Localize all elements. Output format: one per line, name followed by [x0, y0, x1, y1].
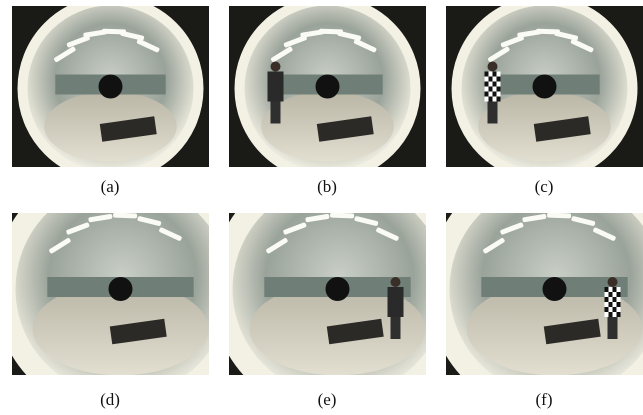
- checkerboard-square: [605, 297, 609, 302]
- checkerboard-square: [605, 287, 609, 292]
- checkerboard-square: [485, 92, 489, 97]
- photo: [435, 167, 643, 411]
- ceiling-light: [330, 213, 354, 219]
- camera-lens: [326, 277, 350, 301]
- checkerboard-square: [489, 97, 493, 102]
- caption: (c): [535, 177, 554, 196]
- photo: [1, 167, 245, 411]
- checkerboard-square: [497, 87, 501, 92]
- person-legs: [391, 317, 401, 339]
- checkerboard-square: [613, 287, 617, 292]
- checkerboard-square: [497, 97, 501, 102]
- ceiling-light: [547, 213, 571, 219]
- camera-lens: [109, 277, 133, 301]
- photo: [446, 0, 643, 181]
- person-head: [391, 277, 401, 287]
- checkerboard-square: [609, 292, 613, 297]
- checkerboard-square: [489, 87, 493, 92]
- camera-lens: [316, 75, 340, 99]
- caption: (a): [101, 177, 120, 196]
- photo: [229, 0, 426, 181]
- camera-lens: [543, 277, 567, 301]
- caption: (d): [100, 390, 120, 409]
- person-head: [488, 62, 498, 72]
- checkerboard-square: [485, 82, 489, 87]
- checkerboard-square: [613, 307, 617, 312]
- caption: (b): [317, 177, 337, 196]
- checkerboard-square: [489, 77, 493, 82]
- page: (a) (b) (c) (d) (e) (f) (() => { const d…: [0, 0, 643, 415]
- person-head: [271, 62, 281, 72]
- person-legs: [608, 317, 618, 339]
- photo: [12, 0, 209, 181]
- checkerboard-square: [609, 302, 613, 307]
- checkerboard-square: [613, 297, 617, 302]
- ceiling-light: [113, 213, 137, 219]
- checkerboard-square: [493, 92, 497, 97]
- checkerboard-square: [497, 77, 501, 82]
- person-head: [608, 277, 618, 287]
- checkerboard-square: [617, 292, 621, 297]
- caption: (f): [536, 390, 553, 409]
- photo: [218, 167, 462, 411]
- caption: (e): [318, 390, 337, 409]
- checkerboard-square: [609, 312, 613, 317]
- person-legs: [271, 102, 281, 124]
- person-body: [388, 287, 404, 317]
- checkerboard-square: [605, 307, 609, 312]
- camera-lens: [533, 75, 557, 99]
- checkerboard-square: [493, 82, 497, 87]
- checkerboard-square: [493, 72, 497, 77]
- checkerboard-square: [485, 72, 489, 77]
- checkerboard-square: [617, 312, 621, 317]
- person-legs: [488, 102, 498, 124]
- figure: (a) (b) (c) (d) (e) (f): [0, 0, 643, 415]
- camera-lens: [99, 75, 123, 99]
- checkerboard-square: [617, 302, 621, 307]
- person-body: [268, 72, 284, 102]
